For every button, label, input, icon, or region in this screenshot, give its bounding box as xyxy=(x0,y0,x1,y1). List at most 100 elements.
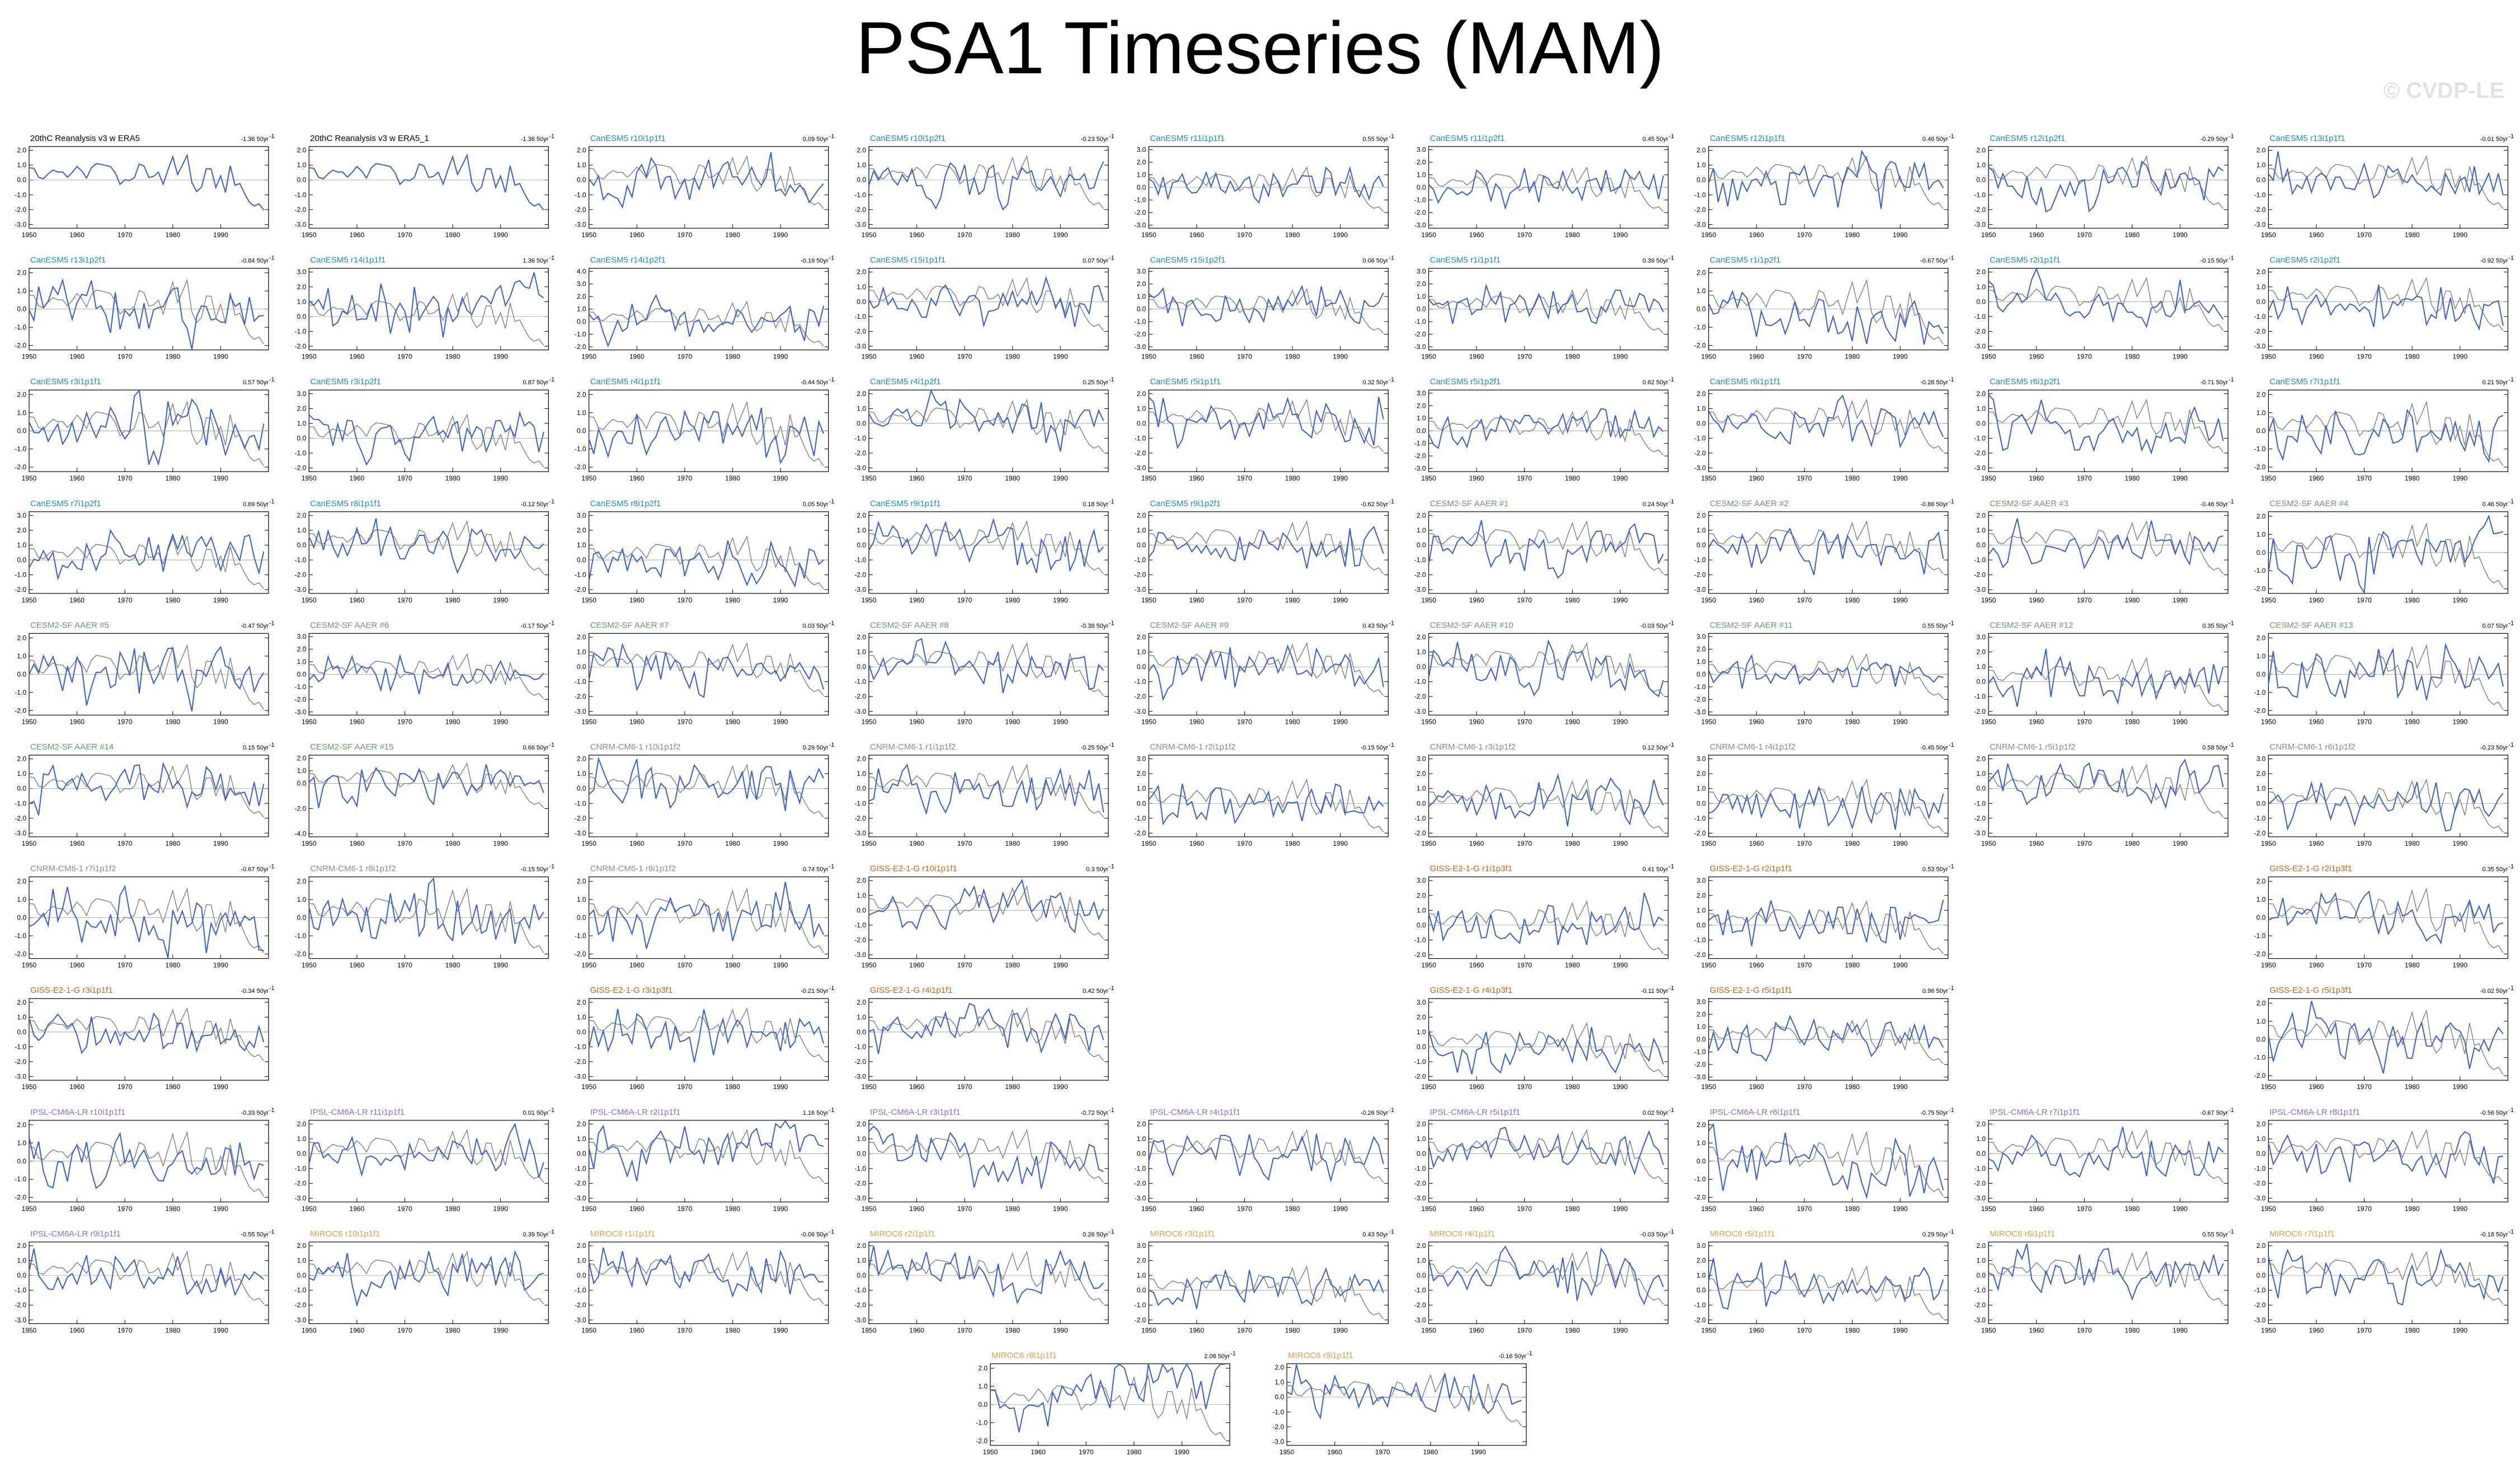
y-tick-label: 0.0 xyxy=(2256,298,2266,305)
y-tick-label: 1.0 xyxy=(1696,526,1706,534)
panel-trend: 0.46 50yr xyxy=(2483,501,2508,508)
y-tick-label: 0.0 xyxy=(1137,541,1146,549)
y-tick-label: 1.0 xyxy=(1137,526,1146,534)
y-tick-label: -2.0 xyxy=(1974,1301,1986,1309)
x-tick-label: 1960 xyxy=(2029,1205,2044,1213)
panel-title: CESM2-SF AAER #12 xyxy=(1990,620,2073,630)
reference-series-line xyxy=(29,1250,264,1304)
reference-series-line xyxy=(1428,642,1664,696)
panel-trend-exp: -1 xyxy=(2508,1107,2514,1114)
reference-series-line xyxy=(309,1250,544,1304)
y-tick-label: -1.0 xyxy=(15,191,26,199)
y-tick-label: -1.0 xyxy=(1974,692,1986,700)
panel: MIROC6 r5i1p1f1 0.29 50yr -13.02.01.00.0-1… xyxy=(1694,1228,1954,1334)
panel: CanESM5 r8i1p1f1 -0.12 50yr -12.01.00.0-1.… xyxy=(295,498,554,604)
y-tick-label: 2.0 xyxy=(17,269,26,277)
x-tick-label: 1950 xyxy=(581,1083,596,1091)
reference-series-line xyxy=(589,764,824,818)
y-tick-label: -3.0 xyxy=(854,342,866,350)
y-tick-label: 1.0 xyxy=(1696,287,1706,295)
panel-trend-exp: -1 xyxy=(1949,255,1954,262)
panel-title: CanESM5 r6i1p1f1 xyxy=(1710,377,1781,387)
panel-trend-exp: -1 xyxy=(2508,255,2514,262)
x-tick-label: 1960 xyxy=(69,231,84,239)
x-tick-label: 1970 xyxy=(117,840,133,847)
y-tick-label: -1.0 xyxy=(1694,323,1706,331)
x-tick-label: 1960 xyxy=(350,1326,365,1334)
y-tick-label: 2.0 xyxy=(297,147,307,154)
reference-series-line xyxy=(1149,520,1384,574)
y-tick-label: 0.0 xyxy=(1417,1150,1426,1158)
x-tick-label: 1950 xyxy=(2261,1326,2276,1334)
reference-series-line xyxy=(1149,166,1384,212)
y-tick-label: -2.0 xyxy=(1974,1180,1986,1188)
x-tick-label: 1960 xyxy=(2309,1083,2324,1091)
y-tick-label: -3.0 xyxy=(1414,1194,1426,1202)
y-tick-label: -1.0 xyxy=(1135,1165,1146,1172)
x-tick-label: 1990 xyxy=(1053,474,1068,482)
y-tick-label: -1.0 xyxy=(575,571,586,579)
y-tick-label: -2.0 xyxy=(295,1180,307,1188)
y-tick-label: -2.0 xyxy=(295,695,307,703)
y-tick-label: 1.0 xyxy=(17,1257,26,1265)
member-series-line xyxy=(29,529,265,581)
panel-trend: 0.57 50yr xyxy=(243,379,269,386)
member-series-line xyxy=(2268,151,2504,199)
panel-trend-exp: -1 xyxy=(829,620,835,626)
x-tick-label: 1970 xyxy=(117,1083,133,1091)
x-tick-label: 1980 xyxy=(445,353,460,361)
panel-frame xyxy=(588,755,829,837)
x-tick-label: 1950 xyxy=(581,718,596,725)
x-tick-label: 1990 xyxy=(773,840,788,847)
x-tick-label: 1980 xyxy=(1285,231,1300,239)
panel: CanESM5 r1i1p1f1 0.39 50yr -13.02.01.00.0-… xyxy=(1414,255,1674,361)
y-tick-label: -3.0 xyxy=(2254,1194,2266,1202)
panel-trend-exp: -1 xyxy=(2228,1107,2234,1114)
reference-series-line xyxy=(1708,279,1944,345)
x-tick-label: 1970 xyxy=(397,1205,412,1213)
y-tick-label: -1.0 xyxy=(1694,683,1706,691)
x-tick-label: 1990 xyxy=(1471,1448,1486,1456)
y-tick-label: -3.0 xyxy=(2254,220,2266,228)
y-tick-label: 1.0 xyxy=(2256,896,2266,903)
page-title: PSA1 Timeseries (MAM) xyxy=(855,7,1665,89)
x-tick-label: 1970 xyxy=(117,474,133,482)
reference-series-line xyxy=(868,398,1104,453)
panel: CESM2-SF AAER #11 0.55 50yr -13.02.01.00.0… xyxy=(1694,620,1954,725)
panel: CanESM5 r7i1p1f1 0.21 50yr -12.01.00.0-1.0… xyxy=(2254,376,2514,482)
y-tick-label: 2.0 xyxy=(577,293,586,300)
panel: CanESM5 r3i1p2f1 0.87 50yr -13.02.01.00.0-… xyxy=(295,376,554,482)
panel-trend: -0.03 50yr xyxy=(1640,623,1668,629)
x-tick-label: 1980 xyxy=(445,1326,460,1334)
x-tick-label: 1950 xyxy=(1981,474,1996,482)
reference-series-line xyxy=(2268,277,2504,331)
x-tick-label: 1980 xyxy=(2125,596,2140,604)
panel-trend-exp: -1 xyxy=(1109,498,1115,505)
x-tick-label: 1980 xyxy=(165,718,180,725)
y-tick-label: 3.0 xyxy=(577,280,586,288)
y-tick-label: -3.0 xyxy=(15,1316,26,1324)
panel-title: CESM2-SF AAER #5 xyxy=(30,620,109,630)
panel-trend: -0.18 50yr xyxy=(2480,1231,2508,1238)
x-tick-label: 1960 xyxy=(909,1326,924,1334)
x-tick-label: 1960 xyxy=(1469,596,1484,604)
y-tick-label: 0.0 xyxy=(1696,670,1706,678)
panel: CESM2-SF AAER #1 0.24 50yr -12.01.00.0-1.0… xyxy=(1414,498,1674,604)
panel-title: CESM2-SF AAER #11 xyxy=(1710,620,1793,630)
x-tick-label: 1970 xyxy=(117,718,133,725)
x-tick-label: 1980 xyxy=(1845,474,1860,482)
panel-frame xyxy=(1286,1363,1527,1446)
x-tick-label: 1950 xyxy=(22,1083,37,1091)
member-series-line xyxy=(1708,1258,1944,1310)
member-series-line xyxy=(1428,1027,1664,1075)
panel-title: CanESM5 r1i1p2f1 xyxy=(1710,256,1781,265)
y-tick-label: -2.0 xyxy=(976,1437,988,1445)
y-tick-label: -2.0 xyxy=(575,1180,586,1188)
y-tick-label: 3.0 xyxy=(1696,755,1706,763)
x-tick-label: 1970 xyxy=(2357,353,2372,361)
member-series-line xyxy=(588,294,824,347)
y-tick-label: -1.0 xyxy=(2254,1165,2266,1172)
x-tick-label: 1970 xyxy=(1797,596,1812,604)
panel: GISS-E2-1-G r2i1p3f1 0.35 50yr -12.01.00.0… xyxy=(2254,864,2514,969)
y-tick-label: 2.0 xyxy=(17,526,26,534)
